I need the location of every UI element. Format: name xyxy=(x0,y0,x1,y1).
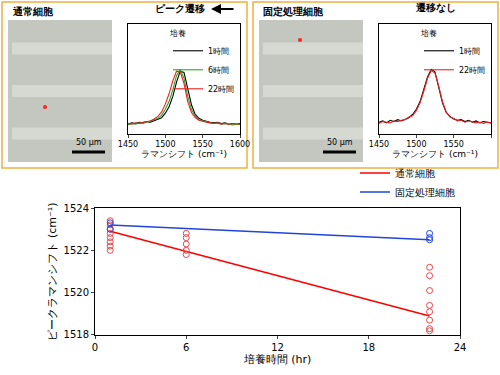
svg-text:通常細胞: 通常細胞 xyxy=(395,168,435,179)
svg-text:ピークラマンシフト (cm⁻¹): ピークラマンシフト (cm⁻¹) xyxy=(46,202,59,340)
svg-text:固定処理細胞: 固定処理細胞 xyxy=(263,6,324,17)
svg-text:1518: 1518 xyxy=(64,329,89,340)
svg-text:50 μm: 50 μm xyxy=(76,138,102,147)
svg-text:1450: 1450 xyxy=(118,140,138,149)
svg-text:培養: 培養 xyxy=(420,29,437,38)
svg-text:0: 0 xyxy=(92,342,98,353)
svg-text:6時間: 6時間 xyxy=(208,66,229,75)
svg-text:1550: 1550 xyxy=(192,140,212,149)
svg-text:固定処理細胞: 固定処理細胞 xyxy=(395,187,455,198)
svg-text:1520: 1520 xyxy=(64,287,89,298)
svg-text:通常細胞: 通常細胞 xyxy=(12,6,54,17)
svg-text:1500: 1500 xyxy=(155,140,175,149)
svg-text:培養時間 (hr): 培養時間 (hr) xyxy=(243,353,312,366)
svg-text:ラマンシフト (cm⁻¹): ラマンシフト (cm⁻¹) xyxy=(392,149,478,159)
svg-text:1600: 1600 xyxy=(230,140,250,149)
svg-text:培養: 培養 xyxy=(169,29,186,38)
svg-text:遷移なし: 遷移なし xyxy=(415,2,456,14)
svg-text:1時間: 1時間 xyxy=(459,47,480,56)
svg-text:12: 12 xyxy=(271,342,284,353)
svg-text:1450: 1450 xyxy=(369,140,389,149)
svg-text:6: 6 xyxy=(183,342,189,353)
svg-text:50 μm: 50 μm xyxy=(327,138,353,147)
svg-text:18: 18 xyxy=(362,342,375,353)
svg-text:1500: 1500 xyxy=(406,140,426,149)
svg-text:22時間: 22時間 xyxy=(208,85,234,94)
svg-text:1550: 1550 xyxy=(443,140,463,149)
svg-text:1522: 1522 xyxy=(64,245,89,256)
svg-text:1時間: 1時間 xyxy=(208,47,229,56)
svg-text:1524: 1524 xyxy=(64,203,89,214)
svg-text:ピーク遷移: ピーク遷移 xyxy=(155,3,205,14)
svg-text:ラマンシフト (cm⁻¹): ラマンシフト (cm⁻¹) xyxy=(141,149,227,159)
svg-text:22時間: 22時間 xyxy=(459,66,485,75)
svg-text:24: 24 xyxy=(454,342,467,353)
